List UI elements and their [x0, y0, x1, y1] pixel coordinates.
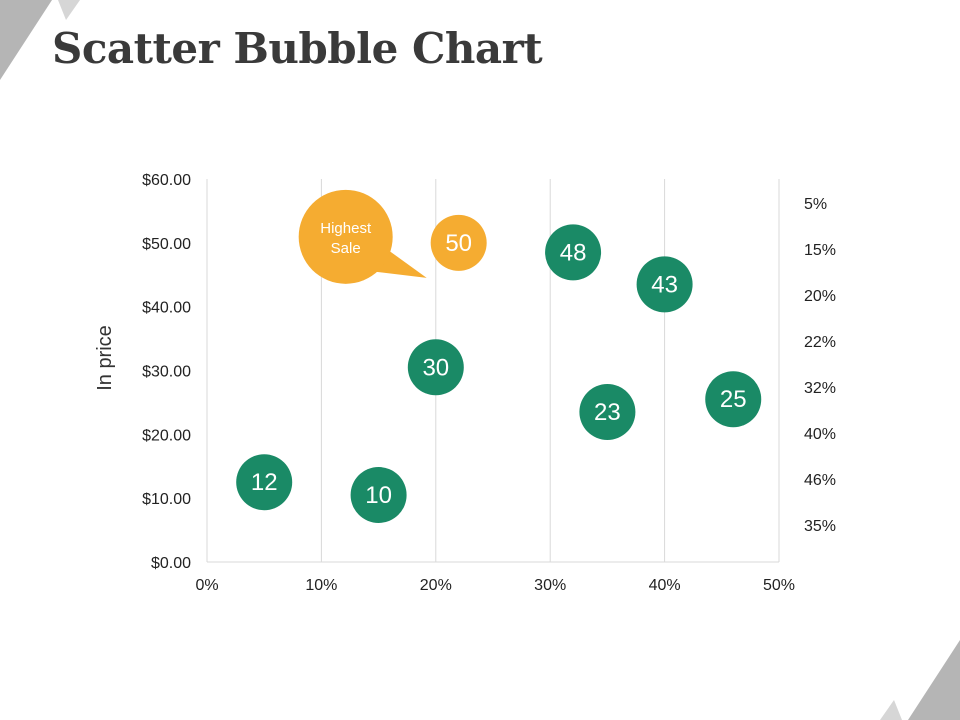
x-tick-label: 10% — [305, 577, 337, 594]
y-tick-label: $30.00 — [142, 364, 191, 381]
data-bubble — [579, 383, 636, 440]
data-bubble — [350, 466, 407, 523]
callout-text: Sale — [331, 240, 361, 257]
y-tick-label: $50.00 — [142, 236, 191, 253]
corner-decoration-top-left — [0, 0, 80, 80]
data-bubble — [430, 214, 487, 271]
right-label: 32% — [804, 380, 836, 397]
data-label: 10 — [365, 482, 392, 509]
x-tick-label: 20% — [420, 577, 452, 594]
y-tick-label: $20.00 — [142, 427, 191, 444]
y-tick-label: $40.00 — [142, 300, 191, 317]
corner-decoration-bottom-right — [880, 640, 960, 720]
right-label: 20% — [804, 288, 836, 305]
data-label: 23 — [594, 399, 621, 426]
data-label: 25 — [720, 386, 747, 413]
right-label: 40% — [804, 426, 836, 443]
y-tick-label: $60.00 — [142, 172, 191, 189]
right-label: 5% — [804, 196, 827, 213]
y-tick-label: $0.00 — [151, 555, 191, 572]
y-tick-label: $10.00 — [142, 491, 191, 508]
x-tick-label: 0% — [195, 577, 218, 594]
data-bubble — [636, 256, 693, 313]
data-label: 48 — [560, 239, 587, 266]
data-label: 50 — [445, 230, 472, 257]
data-bubble — [545, 224, 602, 281]
right-label: 35% — [804, 518, 836, 535]
x-tick-label: 50% — [763, 577, 795, 594]
y-axis-label: In price — [94, 325, 116, 391]
x-tick-label: 40% — [649, 577, 681, 594]
right-label: 15% — [804, 242, 836, 259]
data-bubble — [705, 371, 762, 428]
page-title: Scatter Bubble Chart — [52, 24, 543, 73]
right-label: 22% — [804, 334, 836, 351]
callout-bubble — [298, 189, 393, 284]
data-bubble — [236, 454, 293, 511]
data-label: 30 — [422, 354, 449, 381]
x-tick-label: 30% — [534, 577, 566, 594]
data-label: 12 — [251, 469, 278, 496]
callout-text: Highest — [320, 220, 372, 237]
data-bubble — [407, 339, 464, 396]
data-label: 43 — [651, 271, 678, 298]
right-label: 46% — [804, 472, 836, 489]
